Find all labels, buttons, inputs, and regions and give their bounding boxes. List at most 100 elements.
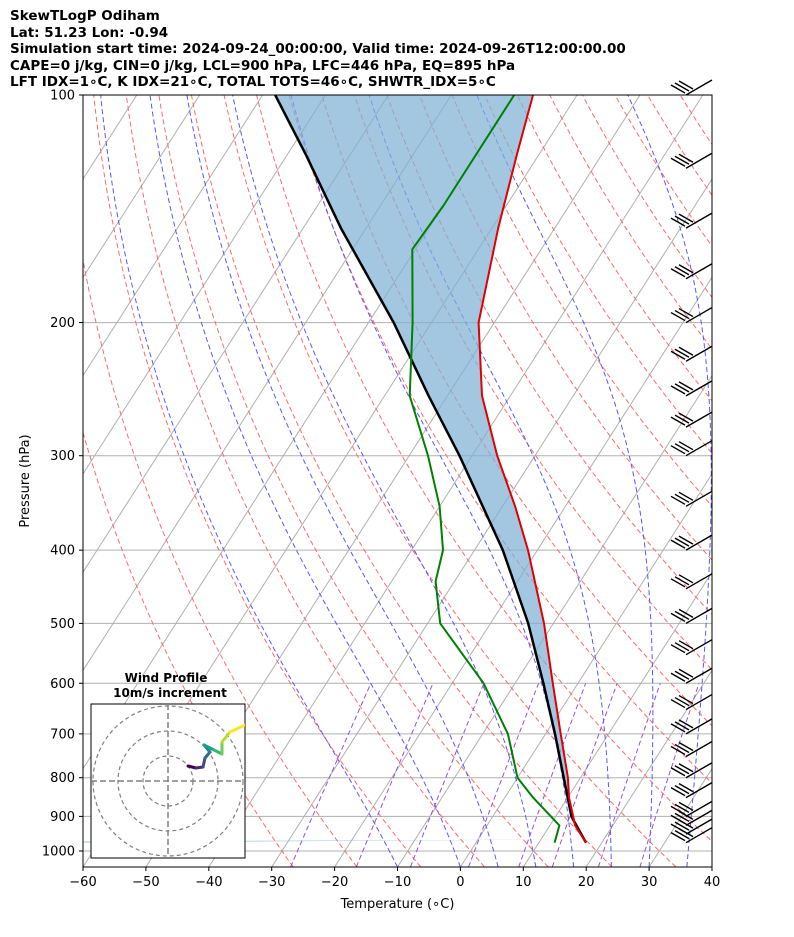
wind-barb-flag: [678, 213, 694, 223]
wind-barb: [670, 800, 713, 817]
wind-barb-shaft: [685, 345, 713, 362]
wind-barb-flag: [678, 535, 694, 545]
wind-barb-flag: [674, 414, 690, 424]
wind-barb-flag: [674, 576, 690, 586]
wind-barb-shaft: [685, 79, 713, 96]
y-tick-label: 100: [50, 89, 75, 104]
y-tick-label: 900: [50, 810, 75, 825]
y-tick-label: 600: [50, 677, 75, 692]
wind-barb-flag: [670, 767, 686, 777]
inset-subtitle: 10m/s increment: [113, 686, 227, 700]
wind-barb-shaft: [685, 212, 713, 229]
mixing-ratio-line: [551, 683, 618, 867]
wind-barb-flag: [670, 823, 686, 833]
wind-barb-flag: [670, 416, 686, 426]
wind-barb-shaft: [685, 740, 713, 758]
x-tick-label: 20: [578, 875, 595, 890]
wind-barb: [670, 345, 713, 362]
wind-barb-flag: [670, 723, 686, 733]
wind-barb-shaft: [685, 800, 713, 817]
wind-barb: [670, 639, 713, 656]
wind-barb: [670, 573, 713, 590]
header-indices-2: LFT IDX=1∘C, K IDX=21∘C, TOTAL TOTS=46∘C…: [10, 74, 496, 90]
wind-barb: [670, 490, 713, 507]
wind-barb-flag: [670, 157, 686, 167]
temperature-profile-line: [477, 95, 587, 844]
wind-barb-flag: [674, 812, 690, 822]
dry-adiabat-line: [516, 95, 712, 402]
moist-adiabat-line: [186, 95, 499, 867]
wind-barb: [670, 782, 713, 799]
wind-barb-flag: [670, 217, 686, 227]
wind-barb: [670, 534, 713, 551]
wind-barb-shaft: [685, 490, 713, 507]
wind-barb: [670, 827, 713, 844]
moist-adiabat-line: [149, 95, 461, 867]
wind-barb-shaft: [685, 827, 713, 844]
wind-barb: [670, 667, 713, 684]
wind-barb-flag: [674, 537, 690, 547]
wind-barb-shaft: [685, 411, 713, 428]
wind-barb-flag: [670, 612, 686, 623]
hodograph-segment: [202, 743, 216, 752]
x-tick-label: 0: [456, 875, 464, 890]
dry-adiabat-line: [484, 95, 712, 454]
header-times: Simulation start time: 2024-09-24_00:00:…: [10, 41, 626, 57]
wind-barb-flag: [670, 385, 686, 395]
wind-barb-flag: [670, 787, 686, 797]
parcel-profile-line: [274, 95, 588, 844]
isotherm-line: [775, 95, 794, 867]
isotherm-line: [334, 276, 712, 867]
y-axis: 1000 900 800 700 600 500 400 300 200 100: [42, 89, 83, 859]
wind-barb-shaft: [685, 762, 713, 779]
wind-barb-flag: [670, 350, 686, 360]
dry-adiabat-line: [713, 95, 794, 867]
header-location: Lat: 51.23 Lon: -0.94: [10, 24, 169, 41]
wind-barb: [670, 306, 713, 324]
wind-barb: [670, 740, 713, 758]
wind-barb-flag: [670, 698, 686, 709]
wind-barb-flag: [678, 412, 694, 422]
wind-barb-flag: [678, 264, 694, 274]
wind-barb: [670, 212, 713, 229]
wind-barb-flag: [678, 640, 694, 650]
wind-barb-flag: [674, 765, 690, 775]
wind-barb-flag: [670, 495, 686, 505]
wind-barb-flag: [670, 644, 686, 654]
x-tick-label: 40: [704, 875, 721, 890]
wind-barb-shaft: [685, 380, 713, 397]
mixing-ratio-line: [597, 683, 661, 867]
wind-barb-flag: [670, 268, 686, 278]
wind-barb-shaft: [685, 440, 713, 457]
wind-barb-flag: [674, 155, 690, 165]
mixing-ratio-line: [355, 683, 434, 867]
mixing-ratio-line: [639, 683, 700, 867]
wind-barb: [670, 411, 713, 428]
moist-adiabat-line: [368, 95, 612, 867]
wind-barb-flag: [670, 578, 686, 588]
hodograph-segment: [220, 730, 232, 744]
x-axis-label: Temperature (∘C): [340, 897, 455, 912]
wind-barb-flag: [674, 830, 690, 840]
wind-barb-flag: [674, 383, 690, 393]
wind-profile-inset: Wind Profile 10m/s increment: [90, 671, 246, 859]
dry-adiabat-line: [353, 95, 712, 671]
dewpoint-profile-line: [408, 95, 561, 843]
dry-adiabat-line: [549, 95, 712, 350]
plot-area: [0, 95, 794, 867]
wind-barb: [670, 693, 713, 711]
wind-barb-flag: [678, 574, 694, 584]
wind-barb-flag: [678, 763, 694, 773]
wind-barb-shaft: [685, 818, 713, 835]
dry-adiabat-line: [647, 95, 712, 197]
wind-barb-flag: [674, 803, 690, 813]
mixing-ratio-line: [468, 683, 540, 867]
wind-barb: [670, 152, 713, 169]
y-tick-label: 1000: [42, 844, 75, 859]
y-tick-label: 400: [50, 544, 75, 559]
wind-barb: [670, 607, 713, 625]
wind-barb-flag: [678, 783, 694, 793]
x-tick-label: −20: [321, 875, 348, 890]
wind-barb-shaft: [685, 809, 713, 826]
isotherm-line: [0, 95, 11, 867]
